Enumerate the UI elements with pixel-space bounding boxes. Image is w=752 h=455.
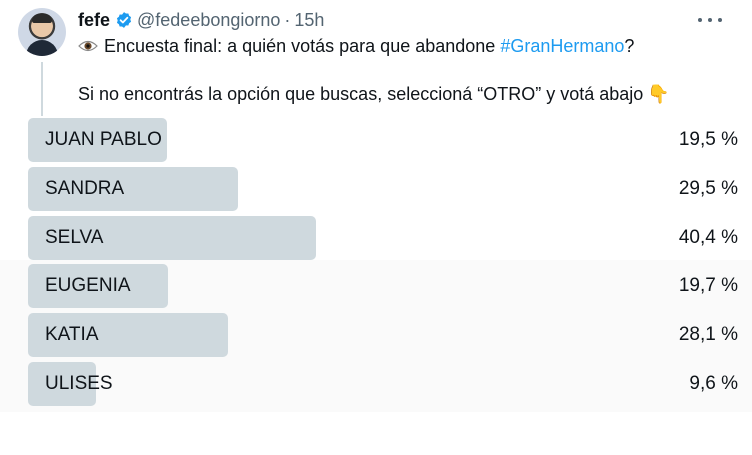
poll-option[interactable]: JUAN PABLO 19,5 %: [28, 118, 752, 162]
poll-option[interactable]: ULISES 9,6 %: [28, 362, 752, 406]
avatar-hair: [32, 14, 52, 23]
poll-option-percent: 29,5 %: [678, 178, 738, 199]
more-options-icon[interactable]: [698, 10, 722, 30]
tweet-text-1: Encuesta final: a quién votás para que a…: [104, 36, 501, 56]
tweet-text-2: Si no encontrás la opción que buscas, se…: [78, 84, 644, 104]
poll-result-bar: [28, 167, 238, 211]
poll-option-label: ULISES: [45, 373, 113, 394]
avatar[interactable]: [18, 8, 66, 56]
verified-badge-icon: [115, 11, 133, 29]
tweet-text-1-end: ?: [624, 36, 635, 56]
poll-option-label: SELVA: [45, 227, 104, 248]
poll-option-percent: 9,6 %: [689, 373, 738, 394]
author-row: fefe @fedeebongiorno · 15h: [78, 8, 324, 32]
poll-option-label: SANDRA: [45, 178, 125, 199]
hashtag-link[interactable]: #GranHermano: [500, 36, 625, 56]
poll-option[interactable]: SELVA 40,4 %: [28, 216, 752, 260]
tweet-text-line-2: Si no encontrás la opción que buscas, se…: [78, 84, 670, 105]
poll-option[interactable]: EUGENIA 19,7 %: [28, 264, 752, 308]
pointing-down-icon: 👇: [647, 84, 670, 104]
poll-option-percent: 28,1 %: [678, 324, 738, 345]
poll-option-percent: 40,4 %: [678, 227, 738, 248]
poll-result-bar: [28, 362, 96, 406]
eye-icon: [78, 37, 98, 52]
poll-option-percent: 19,5 %: [678, 129, 738, 150]
avatar-shirt: [26, 40, 58, 56]
poll-option-label: EUGENIA: [45, 275, 131, 296]
poll-result-bar: [28, 118, 167, 162]
display-name[interactable]: fefe: [78, 9, 111, 30]
poll-option-percent: 19,7 %: [678, 275, 738, 296]
thread-line: [41, 62, 43, 116]
tweet-header: fefe @fedeebongiorno · 15h Encuesta fina…: [0, 0, 752, 118]
poll-result-bar: [28, 264, 168, 308]
poll-option[interactable]: SANDRA 29,5 %: [28, 167, 752, 211]
poll-result-bar: [28, 313, 228, 357]
poll-option-label: KATIA: [45, 324, 99, 345]
poll-result-bar: [28, 216, 316, 260]
user-handle[interactable]: @fedeebongiorno: [137, 9, 281, 30]
tweet-text-line-1: Encuesta final: a quién votás para que a…: [78, 36, 634, 57]
poll-option[interactable]: KATIA 28,1 %: [28, 313, 752, 357]
tweet-time[interactable]: 15h: [294, 9, 325, 30]
separator-dot: ·: [284, 9, 291, 30]
poll-option-label: JUAN PABLO: [45, 129, 162, 150]
